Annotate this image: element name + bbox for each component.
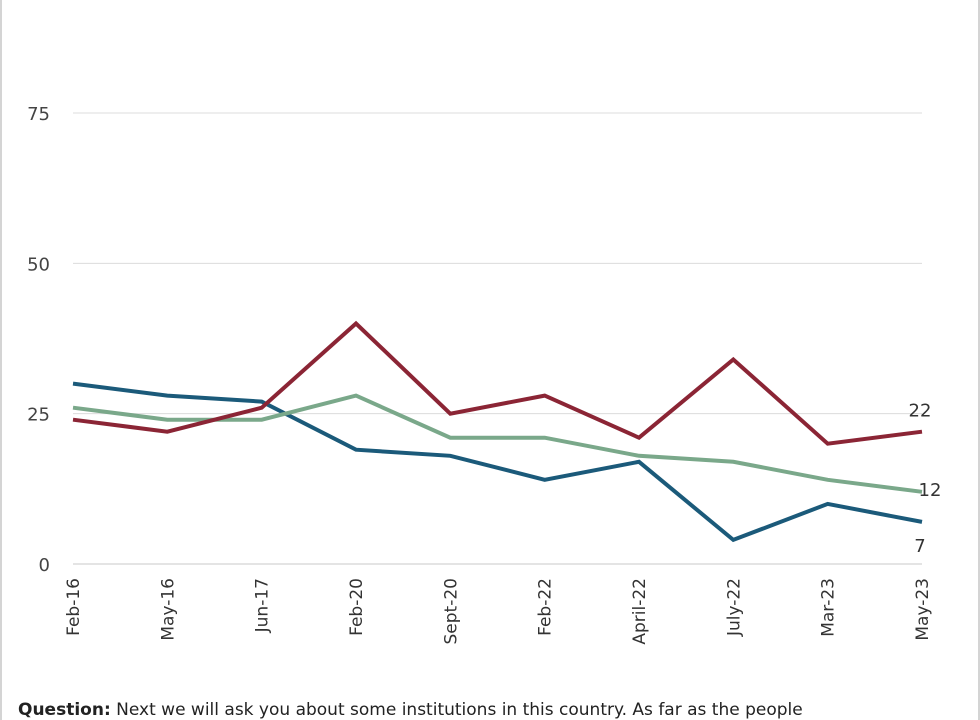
x-tick-label: July-22 xyxy=(724,578,744,637)
y-tick-label: 50 xyxy=(27,254,50,275)
series-lines xyxy=(72,320,923,543)
series-end-label: 22 xyxy=(909,401,932,422)
x-tick-label: May-16 xyxy=(158,578,178,641)
x-tick-label: April-22 xyxy=(630,578,650,645)
x-tick-label: Feb-20 xyxy=(347,578,367,636)
series-line-2 xyxy=(72,393,923,494)
series-line-3 xyxy=(72,320,923,446)
end-labels: 7 12 22 xyxy=(909,401,942,557)
gridlines xyxy=(73,112,922,565)
question-label: Question: xyxy=(18,700,111,720)
x-tick-label: May-23 xyxy=(913,578,933,641)
y-tick-label: 25 xyxy=(27,405,50,426)
y-tick-label: 75 xyxy=(27,104,50,125)
question-text: Next we will ask you about some institut… xyxy=(110,700,803,720)
question-footnote: Question: Next we will ask you about som… xyxy=(18,700,968,720)
x-tick-label: Feb-16 xyxy=(64,578,84,636)
series-line-1 xyxy=(72,381,923,543)
y-tick-label: 0 xyxy=(39,555,50,576)
x-axis-ticks: Feb-16 May-16 Jun-17 Feb-20 Sept-20 Feb-22 Apr… xyxy=(64,578,933,645)
right-border xyxy=(978,0,980,720)
x-tick-label: Sept-20 xyxy=(441,578,461,644)
series-end-label: 7 xyxy=(914,536,925,557)
series-end-label: 12 xyxy=(919,480,942,501)
y-axis-ticks: 0 25 50 75 xyxy=(27,104,50,576)
left-border xyxy=(0,0,2,720)
x-tick-label: Mar-23 xyxy=(819,578,839,637)
x-tick-label: Jun-17 xyxy=(253,578,273,633)
x-tick-label: Feb-22 xyxy=(536,578,556,636)
